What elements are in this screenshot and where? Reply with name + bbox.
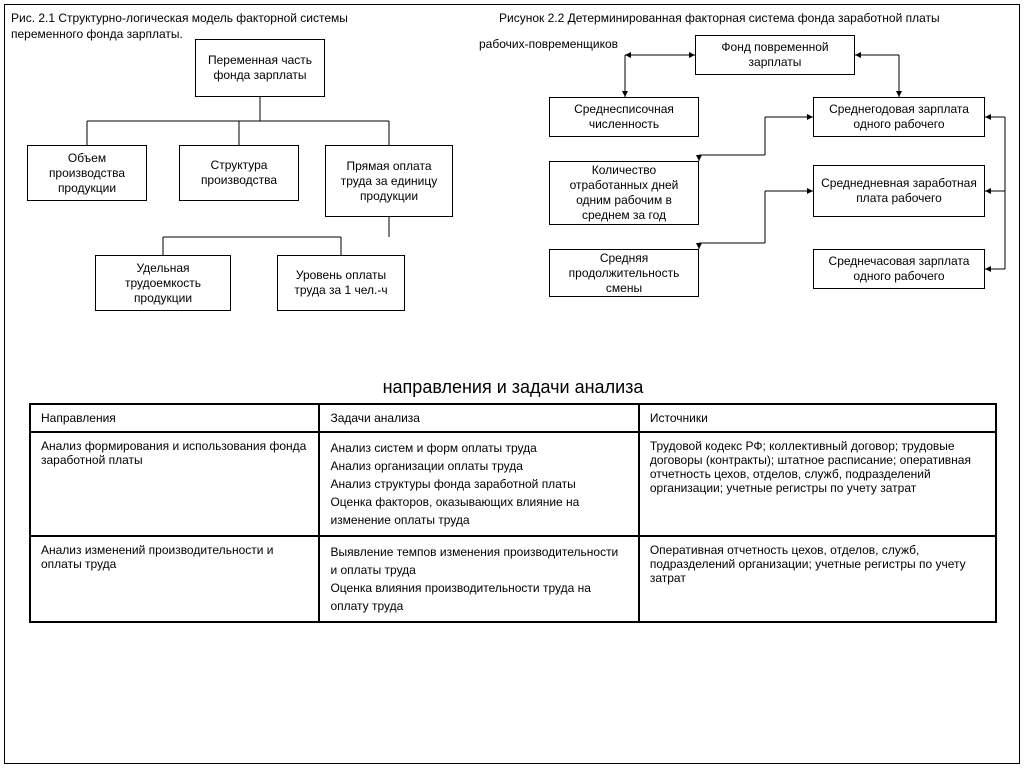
th-directions: Направления (30, 404, 319, 432)
node-shift: Средняя продолжительность смены (549, 249, 699, 297)
cell-r0c1: Анализ систем и форм оплаты труда Анализ… (319, 432, 638, 536)
th-tasks: Задачи анализа (319, 404, 638, 432)
node-vol: Объем производства продукции (27, 145, 147, 201)
table-row: Анализ изменений производительности и оп… (30, 536, 996, 622)
cell-r1c2: Оперативная отчетность цехов, отделов, с… (639, 536, 996, 622)
node-labor: Удельная трудоемкость продукции (95, 255, 231, 311)
node-hourly: Среднечасовая зарплата одного рабочего (813, 249, 985, 289)
caption-right-l1: Рисунок 2.2 Детерминированная факторная … (499, 11, 940, 27)
th-sources: Источники (639, 404, 996, 432)
node-fund: Фонд повременной зарплаты (695, 35, 855, 75)
node-count: Среднесписочная численность (549, 97, 699, 137)
caption-right-l2: рабочих-повременщиков (479, 37, 618, 53)
table-header-row: Направления Задачи анализа Источники (30, 404, 996, 432)
analysis-table: Направления Задачи анализа Источники Ана… (29, 403, 997, 623)
node-annual: Среднегодовая зарплата одного рабочего (813, 97, 985, 137)
node-level: Уровень оплаты труда за 1 чел.-ч (277, 255, 405, 311)
cell-r1c1: Выявление темпов изменения производитель… (319, 536, 638, 622)
cell-r1c0: Анализ изменений производительности и оп… (30, 536, 319, 622)
caption-left: Рис. 2.1 Структурно-логическая модель фа… (11, 11, 348, 42)
node-pay: Прямая оплата труда за единицу продукции (325, 145, 453, 217)
node-days: Количество отработанных дней одним рабоч… (549, 161, 699, 225)
caption-left-l2: переменного фонда зарплаты. (11, 27, 183, 41)
cell-r0c0: Анализ формирования и использования фонд… (30, 432, 319, 536)
node-root: Переменная часть фонда зарплаты (195, 39, 325, 97)
table-row: Анализ формирования и использования фонд… (30, 432, 996, 536)
node-daily: Среднедневная заработная плата рабочего (813, 165, 985, 217)
table-title: направления и задачи анализа (5, 377, 1021, 398)
caption-left-l1: Рис. 2.1 Структурно-логическая модель фа… (11, 11, 348, 25)
page-frame: Рис. 2.1 Структурно-логическая модель фа… (4, 4, 1020, 764)
cell-r0c2: Трудовой кодекс РФ; коллективный договор… (639, 432, 996, 536)
node-struct: Структура производства (179, 145, 299, 201)
